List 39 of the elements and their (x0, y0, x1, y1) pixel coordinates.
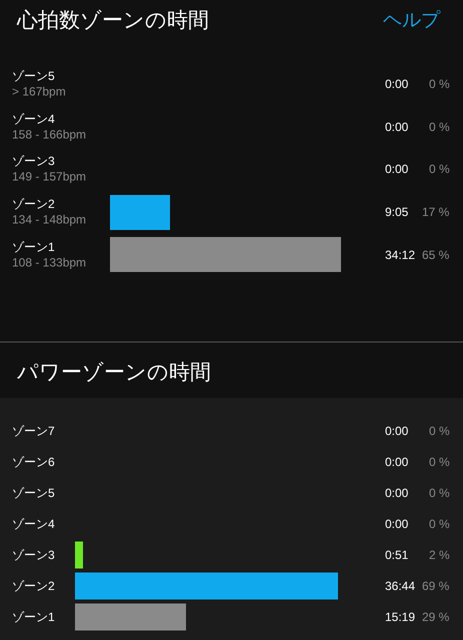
text: 0:00 (385, 424, 409, 438)
text: 36:44 (385, 579, 416, 593)
category-label: ゾーン4 (12, 517, 55, 531)
category-label: ゾーン1 (12, 610, 55, 624)
data-label: 0 % (429, 120, 450, 134)
text: 0:00 (385, 486, 409, 500)
data-label: 0 % (429, 162, 450, 176)
category-label: ゾーン5 (12, 486, 55, 500)
data-label: 0 % (429, 77, 450, 91)
text: ヘルプ (383, 10, 441, 31)
text: 0:51 (385, 548, 409, 562)
category-label: ゾーン1 108 - 133bpm (12, 240, 86, 270)
text: 0:00 (385, 77, 409, 91)
category-label: ゾーン7 (12, 424, 55, 438)
text: 9:05 (385, 205, 409, 219)
category-label: ゾーン6 (12, 455, 55, 469)
data-label: 17 % (422, 205, 450, 219)
text: 0:00 (385, 162, 409, 176)
text: 15:19 (385, 610, 416, 624)
data-label: 2 % (429, 548, 450, 562)
category-label: ゾーン3 (12, 548, 55, 562)
data-label: 29 % (422, 610, 450, 624)
category-label: ゾーン2 (12, 579, 55, 593)
data-label: 0 % (429, 455, 450, 469)
data-label: 0 % (429, 517, 450, 531)
category-label: ゾーン2 134 - 148bpm (12, 197, 86, 227)
data-label: 65 % (422, 248, 450, 262)
data-label: 0 % (429, 486, 450, 500)
chart-title: 心拍数ゾーンの時間 (16, 9, 209, 32)
data-label: 0 % (429, 424, 450, 438)
text: 34:12 (385, 248, 416, 262)
category-label: ゾーン4 158 - 166bpm (12, 112, 86, 142)
category-label: ゾーン5 > 167bpm (12, 69, 66, 99)
category-label: ゾーン3 149 - 157bpm (12, 154, 86, 184)
data-label: 69 % (422, 579, 450, 593)
text: 0:00 (385, 120, 409, 134)
text: 0:00 (385, 455, 409, 469)
text: 0:00 (385, 517, 409, 531)
chart-title: パワーゾーンの時間 (16, 361, 211, 384)
